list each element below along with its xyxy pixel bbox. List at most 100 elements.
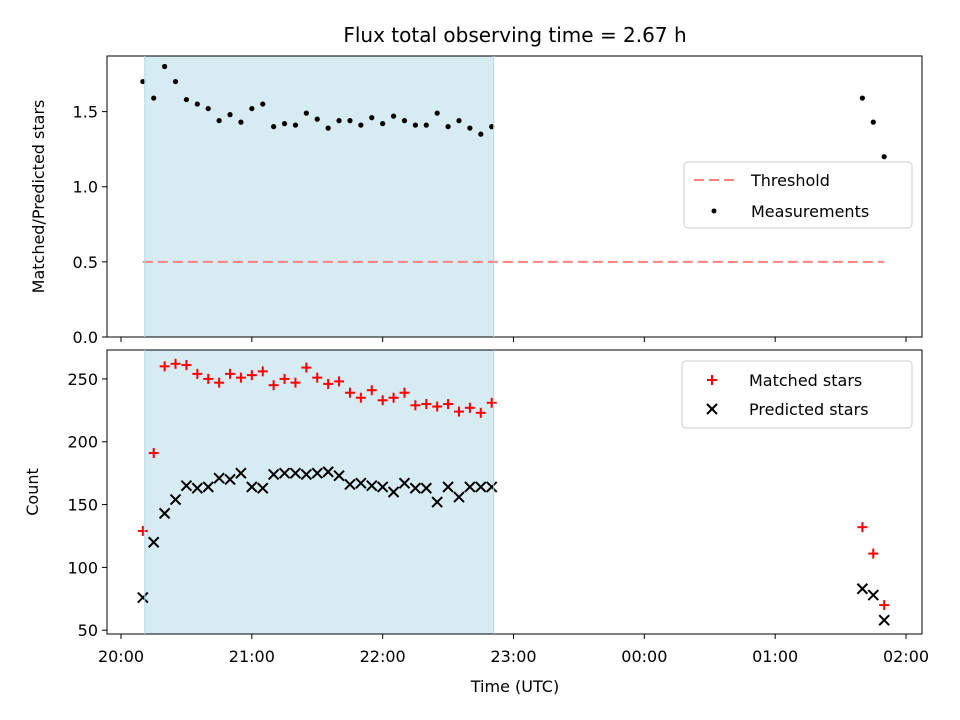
measurement-point	[194, 101, 200, 107]
x-tick-label: 21:00	[229, 647, 275, 666]
matched-point	[486, 397, 497, 408]
matched-point	[214, 377, 225, 388]
matched-point	[464, 402, 475, 413]
predicted-point	[246, 481, 258, 493]
measurement-point	[292, 122, 299, 128]
matched-point	[192, 368, 203, 379]
predicted-point	[257, 482, 269, 494]
measurement-point	[401, 118, 408, 124]
matched-point	[268, 380, 279, 391]
matched-point	[399, 387, 410, 398]
matched-point	[301, 362, 312, 373]
matched-point	[334, 376, 345, 387]
measurement-point	[314, 116, 320, 122]
predicted-point	[878, 614, 890, 626]
figure-title: Flux total observing time = 2.67 h	[343, 23, 686, 47]
top-y-axis: 0.0 0.5 1.0 1.5	[73, 103, 107, 347]
matched-point	[290, 377, 301, 388]
legend-predicted-swatch	[706, 403, 718, 415]
measurement-point	[870, 119, 876, 125]
measurement-point	[347, 118, 353, 124]
matched-point	[312, 372, 323, 383]
predicted-point	[366, 480, 378, 492]
measurement-point	[369, 115, 375, 121]
matched-point	[323, 378, 334, 389]
matched-point	[388, 392, 399, 403]
top-legend-box	[683, 161, 913, 229]
predicted-point	[300, 468, 313, 481]
x-axis-title: Time (UTC)	[470, 677, 559, 696]
matched-point	[181, 360, 192, 371]
measurement-point	[162, 63, 168, 70]
measurement-point	[467, 125, 473, 131]
predicted-point	[409, 482, 422, 494]
legend-matched-label: Matched stars	[749, 371, 862, 390]
top-panel: 0.0 0.5 1.0 1.5 Matched/Predicted stars Thr…	[29, 55, 923, 347]
predicted-point	[311, 467, 323, 479]
predicted-point	[278, 467, 291, 479]
predicted-point	[856, 583, 869, 595]
measurement-point	[227, 112, 233, 118]
bottom-legend-box	[681, 360, 913, 429]
measurement-point	[456, 118, 462, 124]
measurement-point	[205, 105, 211, 112]
measurement-point	[303, 110, 309, 116]
measurements-series	[140, 63, 887, 160]
y-tick-label: 100	[67, 558, 98, 577]
matched-point	[377, 395, 388, 406]
matched-point	[225, 368, 236, 379]
matched-point	[170, 358, 181, 369]
predicted-point	[191, 482, 204, 494]
measurement-point	[172, 78, 179, 85]
matched-point	[421, 399, 432, 410]
legend-measurements-label: Measurements	[751, 202, 869, 221]
matched-point	[475, 407, 486, 418]
matched-point	[868, 548, 879, 559]
x-tick-label: 01:00	[752, 647, 798, 666]
matched-point	[879, 600, 890, 611]
matched-point	[453, 406, 464, 417]
predicted-point	[333, 469, 345, 482]
predicted-point	[224, 473, 236, 486]
x-tick-label: 20:00	[98, 647, 144, 666]
predicted-point	[398, 477, 411, 489]
matched-point	[246, 370, 257, 381]
measurement-point	[859, 95, 865, 101]
bottom-y-axis: 50 100 150 200 250	[67, 370, 107, 640]
matched-point	[279, 373, 290, 384]
predicted-point	[355, 477, 367, 489]
predicted-point	[148, 536, 160, 548]
matched-point	[410, 400, 421, 411]
top-axes-frame	[106, 55, 923, 338]
y-tick-label: 200	[67, 433, 98, 452]
measurement-point	[281, 121, 288, 127]
legend-measurements-swatch	[711, 208, 717, 214]
measurement-point	[489, 124, 495, 130]
measurement-point	[260, 101, 266, 107]
matched-point	[344, 387, 355, 398]
measurement-point	[423, 122, 429, 128]
predicted-point	[322, 466, 334, 478]
count-series	[137, 358, 890, 626]
bottom-legend: Matched stars Predicted stars	[681, 360, 913, 429]
predicted-point	[180, 480, 193, 492]
measurement-point	[390, 113, 397, 119]
predicted-point	[213, 472, 225, 484]
top-y-axis-title: Matched/Predicted stars	[29, 100, 48, 294]
x-tick-label: 23:00	[490, 647, 536, 666]
predicted-point	[289, 467, 302, 479]
matched-point	[235, 372, 246, 383]
measurement-point	[238, 119, 244, 125]
measurement-point	[881, 154, 887, 160]
predicted-point	[475, 481, 487, 493]
predicted-point	[867, 589, 879, 601]
y-tick-label: 1.0	[73, 178, 98, 197]
measurement-point	[151, 95, 157, 101]
predicted-point	[442, 481, 454, 493]
predicted-point	[235, 467, 247, 479]
legend-predicted-label: Predicted stars	[749, 400, 869, 419]
top-observing-span	[144, 56, 494, 337]
measurement-point	[380, 121, 386, 127]
matched-point	[443, 399, 454, 410]
